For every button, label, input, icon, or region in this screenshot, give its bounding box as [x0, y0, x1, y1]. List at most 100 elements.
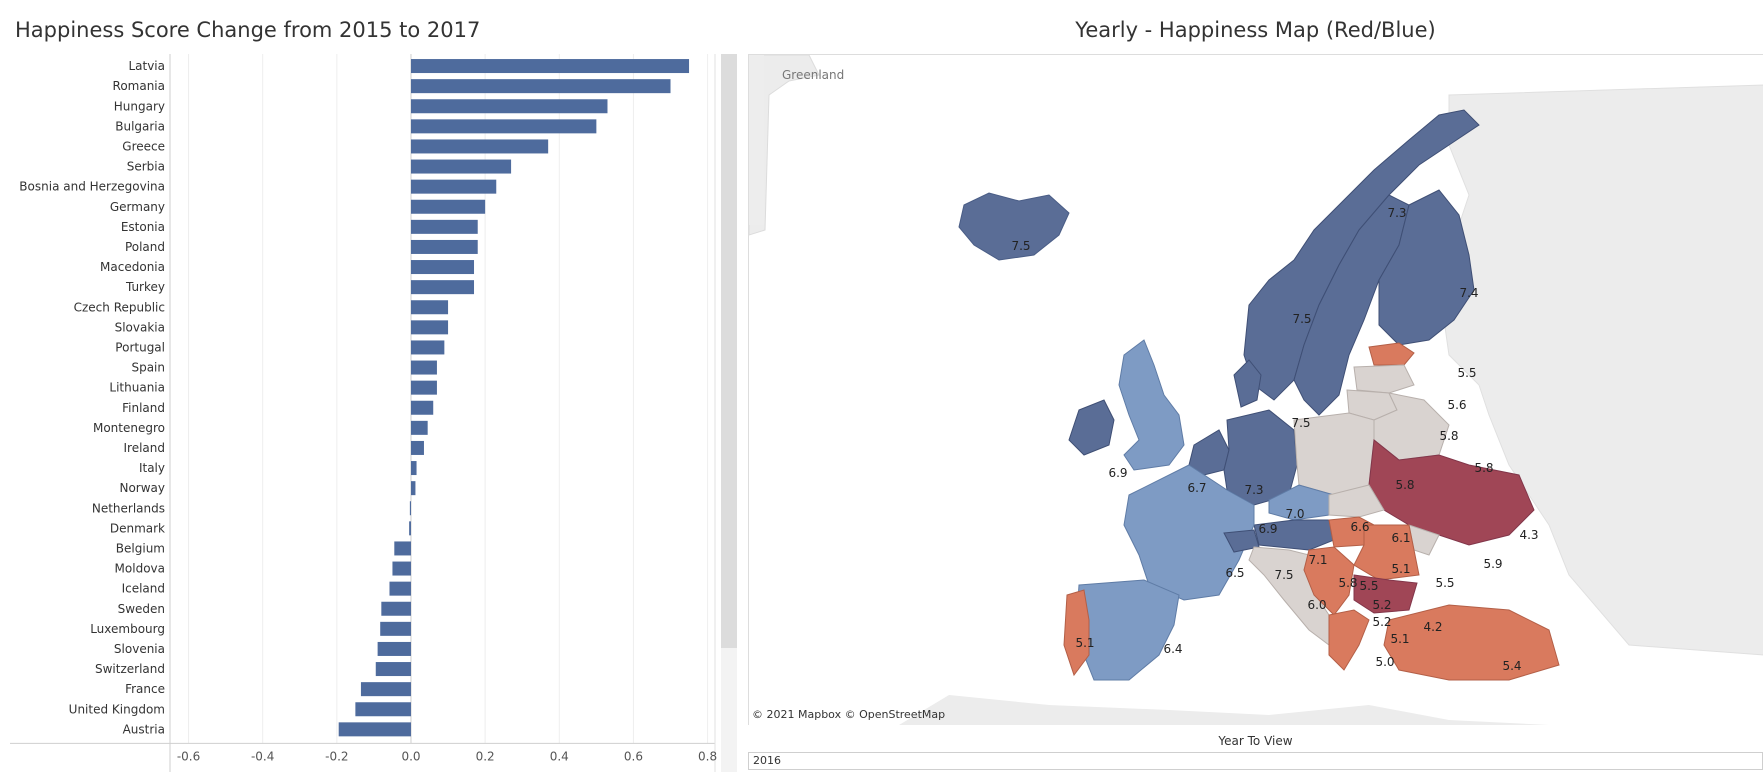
category-label: Hungary	[114, 99, 165, 113]
bar[interactable]	[410, 440, 424, 455]
bar[interactable]	[410, 179, 497, 194]
country-score-label: 6.9	[1258, 522, 1277, 536]
bar[interactable]	[410, 340, 445, 355]
country-score-label: 5.5	[1435, 576, 1454, 590]
category-label: Moldova	[115, 562, 165, 576]
country-score-label: 5.5	[1457, 366, 1476, 380]
category-label: Greece	[122, 139, 165, 153]
bar[interactable]	[375, 662, 411, 677]
country-score-label: 7.5	[1292, 312, 1311, 326]
category-label: Portugal	[115, 340, 165, 354]
country-score-label: 5.8	[1474, 461, 1493, 475]
bar[interactable]	[410, 360, 437, 375]
category-label: Romania	[113, 79, 165, 93]
bar[interactable]	[410, 420, 428, 435]
country-score-label: 5.2	[1372, 615, 1391, 629]
category-label: Austria	[123, 722, 165, 736]
x-tick-label: -0.6	[177, 749, 200, 763]
bar[interactable]	[389, 581, 411, 596]
bar[interactable]	[410, 300, 449, 315]
bar[interactable]	[409, 501, 411, 516]
category-label: Denmark	[110, 521, 165, 535]
category-label: Spain	[131, 361, 165, 375]
bar-chart: Latvia Romania Hungary Bulgaria Greece Serbia…	[10, 54, 717, 772]
bar[interactable]	[410, 380, 437, 395]
bar[interactable]	[409, 521, 411, 536]
bar[interactable]	[410, 159, 512, 174]
category-label: Italy	[139, 461, 165, 475]
category-label: Switzerland	[95, 662, 165, 676]
category-label: Slovenia	[114, 642, 165, 656]
x-tick-label: 0.0	[401, 749, 420, 763]
category-label: Macedonia	[100, 260, 165, 274]
bar[interactable]	[410, 239, 478, 254]
category-label: Iceland	[122, 582, 165, 596]
bar[interactable]	[392, 561, 411, 576]
bar[interactable]	[360, 682, 411, 697]
bar[interactable]	[410, 219, 478, 234]
x-tick-label: 0.2	[476, 749, 495, 763]
x-tick-label: 0.6	[624, 749, 643, 763]
country-score-label: 6.1	[1391, 531, 1410, 545]
country-score-label: 6.7	[1187, 481, 1206, 495]
map-attribution: © 2021 Mapbox © OpenStreetMap	[752, 708, 946, 721]
country-score-label: 7.5	[1274, 568, 1293, 582]
bar[interactable]	[394, 541, 411, 556]
country-score-label: 6.5	[1225, 566, 1244, 580]
country-score-label: 4.3	[1519, 528, 1538, 542]
map-canvas[interactable]: Greenland 7.5 7.3 7.4 7.5 5.5 5.6 5.8 7.5 5.8 6.9…	[749, 55, 1763, 725]
bar[interactable]	[410, 280, 475, 295]
country-score-label: 4.2	[1423, 620, 1442, 634]
country-score-label: 5.1	[1075, 636, 1094, 650]
bar[interactable]	[410, 260, 475, 275]
country-score-label: 6.4	[1163, 642, 1182, 656]
category-label: Poland	[125, 240, 165, 254]
bar[interactable]	[355, 702, 411, 717]
country-score-label: 7.5	[1011, 239, 1030, 253]
category-label: Luxembourg	[90, 622, 165, 636]
country-score-label: 5.1	[1390, 632, 1409, 646]
bar[interactable]	[410, 99, 608, 114]
country-score-label: 5.8	[1395, 478, 1414, 492]
bar-chart-title: Happiness Score Change from 2015 to 2017	[15, 18, 481, 42]
category-label: Germany	[110, 200, 165, 214]
category-label: Sweden	[118, 602, 165, 616]
x-tick-label: 0.4	[550, 749, 569, 763]
year-filter-label: Year To View	[1218, 734, 1293, 748]
bar[interactable]	[410, 320, 449, 335]
bar[interactable]	[410, 461, 417, 476]
greenland-label: Greenland	[782, 68, 844, 82]
bar[interactable]	[410, 59, 690, 74]
bar[interactable]	[410, 199, 486, 214]
country-score-label: 7.3	[1244, 483, 1263, 497]
country-score-label: 5.5	[1359, 579, 1378, 593]
country-score-label: 5.8	[1338, 576, 1357, 590]
country-score-label: 6.9	[1108, 466, 1127, 480]
bar[interactable]	[410, 139, 549, 154]
year-filter-dropdown[interactable]: 2016	[748, 752, 1763, 770]
bar[interactable]	[380, 621, 411, 636]
category-label: Ireland	[123, 441, 165, 455]
country-score-label: 5.4	[1502, 659, 1521, 673]
bar[interactable]	[410, 119, 597, 134]
bar[interactable]	[410, 481, 416, 496]
country-score-label: 7.0	[1285, 507, 1304, 521]
category-label: Serbia	[127, 160, 165, 174]
scrollbar-thumb[interactable]	[721, 54, 737, 648]
category-label: United Kingdom	[69, 702, 165, 716]
country-score-label: 5.9	[1483, 557, 1502, 571]
happiness-map[interactable]: Greenland 7.5 7.3 7.4 7.5 5.5 5.6 5.8 7.5 5.8 6.9…	[748, 54, 1763, 725]
bar[interactable]	[410, 79, 671, 94]
category-label: Bosnia and Herzegovina	[19, 180, 165, 194]
category-label: Turkey	[125, 280, 165, 294]
category-label: Bulgaria	[115, 119, 165, 133]
bar[interactable]	[410, 400, 434, 415]
bar[interactable]	[338, 722, 411, 737]
country-score-label: 5.2	[1372, 598, 1391, 612]
bar[interactable]	[381, 601, 411, 616]
bar[interactable]	[377, 641, 411, 656]
country-score-label: 7.5	[1291, 416, 1310, 430]
category-label: Estonia	[121, 220, 165, 234]
x-tick-label: 0.8	[698, 749, 717, 763]
country-score-label: 5.0	[1375, 655, 1394, 669]
